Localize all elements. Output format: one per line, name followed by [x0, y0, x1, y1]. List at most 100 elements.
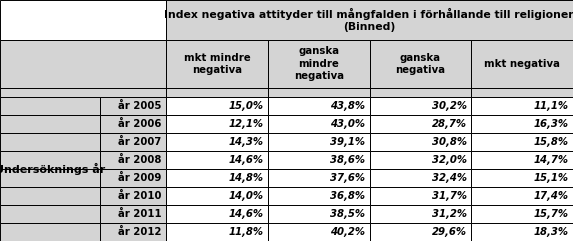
Bar — [268, 187, 370, 205]
Bar — [268, 97, 370, 115]
Bar — [0, 133, 100, 151]
Bar — [0, 97, 100, 115]
Bar — [100, 187, 166, 205]
Bar — [370, 97, 471, 115]
Text: år 2010: år 2010 — [118, 191, 162, 201]
Bar — [471, 115, 573, 133]
Text: 17,4%: 17,4% — [533, 191, 568, 201]
Bar — [0, 223, 100, 241]
Bar — [166, 133, 268, 151]
Bar — [166, 223, 268, 241]
Text: 16,3%: 16,3% — [533, 119, 568, 129]
Bar — [0, 187, 100, 205]
Bar — [370, 169, 471, 187]
Bar — [471, 40, 573, 88]
Bar — [0, 115, 100, 133]
Text: år 2007: år 2007 — [119, 137, 162, 147]
Bar — [0, 169, 100, 187]
Bar — [0, 205, 100, 223]
Text: 14,0%: 14,0% — [228, 191, 264, 201]
Text: år 2012: år 2012 — [118, 227, 162, 237]
Bar — [268, 205, 370, 223]
Text: 28,7%: 28,7% — [431, 119, 466, 129]
Bar — [370, 40, 471, 88]
Text: 32,4%: 32,4% — [431, 173, 466, 183]
Text: 43,8%: 43,8% — [330, 101, 365, 111]
Bar — [0, 40, 166, 88]
Text: 15,8%: 15,8% — [533, 137, 568, 147]
Bar — [471, 205, 573, 223]
Bar — [268, 133, 370, 151]
Text: ganska
mindre
negativa: ganska mindre negativa — [294, 47, 344, 81]
Bar — [100, 115, 166, 133]
Bar — [166, 88, 268, 97]
Text: år 2008: år 2008 — [118, 155, 162, 165]
Bar — [471, 169, 573, 187]
Bar — [100, 223, 166, 241]
Bar — [100, 169, 166, 187]
Bar — [166, 151, 268, 169]
Text: Undersöknings år: Undersöknings år — [0, 163, 105, 175]
Text: 15,7%: 15,7% — [533, 209, 568, 219]
Text: 32,0%: 32,0% — [431, 155, 466, 165]
Text: 12,1%: 12,1% — [228, 119, 264, 129]
Text: 11,1%: 11,1% — [533, 101, 568, 111]
Text: 30,8%: 30,8% — [431, 137, 466, 147]
Bar — [100, 133, 166, 151]
Bar — [370, 115, 471, 133]
Text: 36,8%: 36,8% — [330, 191, 365, 201]
Text: mkt negativa: mkt negativa — [484, 59, 560, 69]
Bar — [166, 187, 268, 205]
Text: 43,0%: 43,0% — [330, 119, 365, 129]
Bar — [166, 40, 268, 88]
Bar — [370, 205, 471, 223]
Text: 15,0%: 15,0% — [228, 101, 264, 111]
Text: 14,3%: 14,3% — [228, 137, 264, 147]
Bar — [0, 0, 166, 40]
Bar — [370, 151, 471, 169]
Bar — [0, 88, 166, 97]
Text: 14,6%: 14,6% — [228, 155, 264, 165]
Bar — [471, 187, 573, 205]
Bar — [268, 169, 370, 187]
Text: Index negativa attityder till mångfalden i förhållande till religionen
(Binned): Index negativa attityder till mångfalden… — [163, 7, 573, 32]
Bar — [166, 0, 573, 40]
Text: 29,6%: 29,6% — [431, 227, 466, 237]
Text: år 2009: år 2009 — [118, 173, 162, 183]
Bar — [471, 133, 573, 151]
Bar — [100, 97, 166, 115]
Text: 31,2%: 31,2% — [431, 209, 466, 219]
Text: 30,2%: 30,2% — [431, 101, 466, 111]
Bar — [268, 151, 370, 169]
Text: 31,7%: 31,7% — [431, 191, 466, 201]
Text: ganska
negativa: ganska negativa — [395, 53, 445, 75]
Bar — [471, 97, 573, 115]
Bar — [471, 223, 573, 241]
Text: 38,5%: 38,5% — [330, 209, 365, 219]
Bar — [370, 88, 471, 97]
Text: år 2011: år 2011 — [118, 209, 162, 219]
Text: år 2005: år 2005 — [118, 101, 162, 111]
Bar — [268, 115, 370, 133]
Bar — [471, 151, 573, 169]
Text: 15,1%: 15,1% — [533, 173, 568, 183]
Bar — [0, 151, 100, 169]
Bar — [370, 133, 471, 151]
Bar — [471, 88, 573, 97]
Text: mkt mindre
negativa: mkt mindre negativa — [184, 53, 250, 75]
Text: 11,8%: 11,8% — [228, 227, 264, 237]
Bar — [166, 169, 268, 187]
Bar — [166, 115, 268, 133]
Bar — [268, 223, 370, 241]
Text: 14,6%: 14,6% — [228, 209, 264, 219]
Bar — [166, 97, 268, 115]
Text: 39,1%: 39,1% — [330, 137, 365, 147]
Bar — [100, 151, 166, 169]
Bar — [268, 88, 370, 97]
Text: 37,6%: 37,6% — [330, 173, 365, 183]
Text: år 2006: år 2006 — [118, 119, 162, 129]
Bar — [370, 187, 471, 205]
Text: 38,6%: 38,6% — [330, 155, 365, 165]
Text: 18,3%: 18,3% — [533, 227, 568, 237]
Text: 14,7%: 14,7% — [533, 155, 568, 165]
